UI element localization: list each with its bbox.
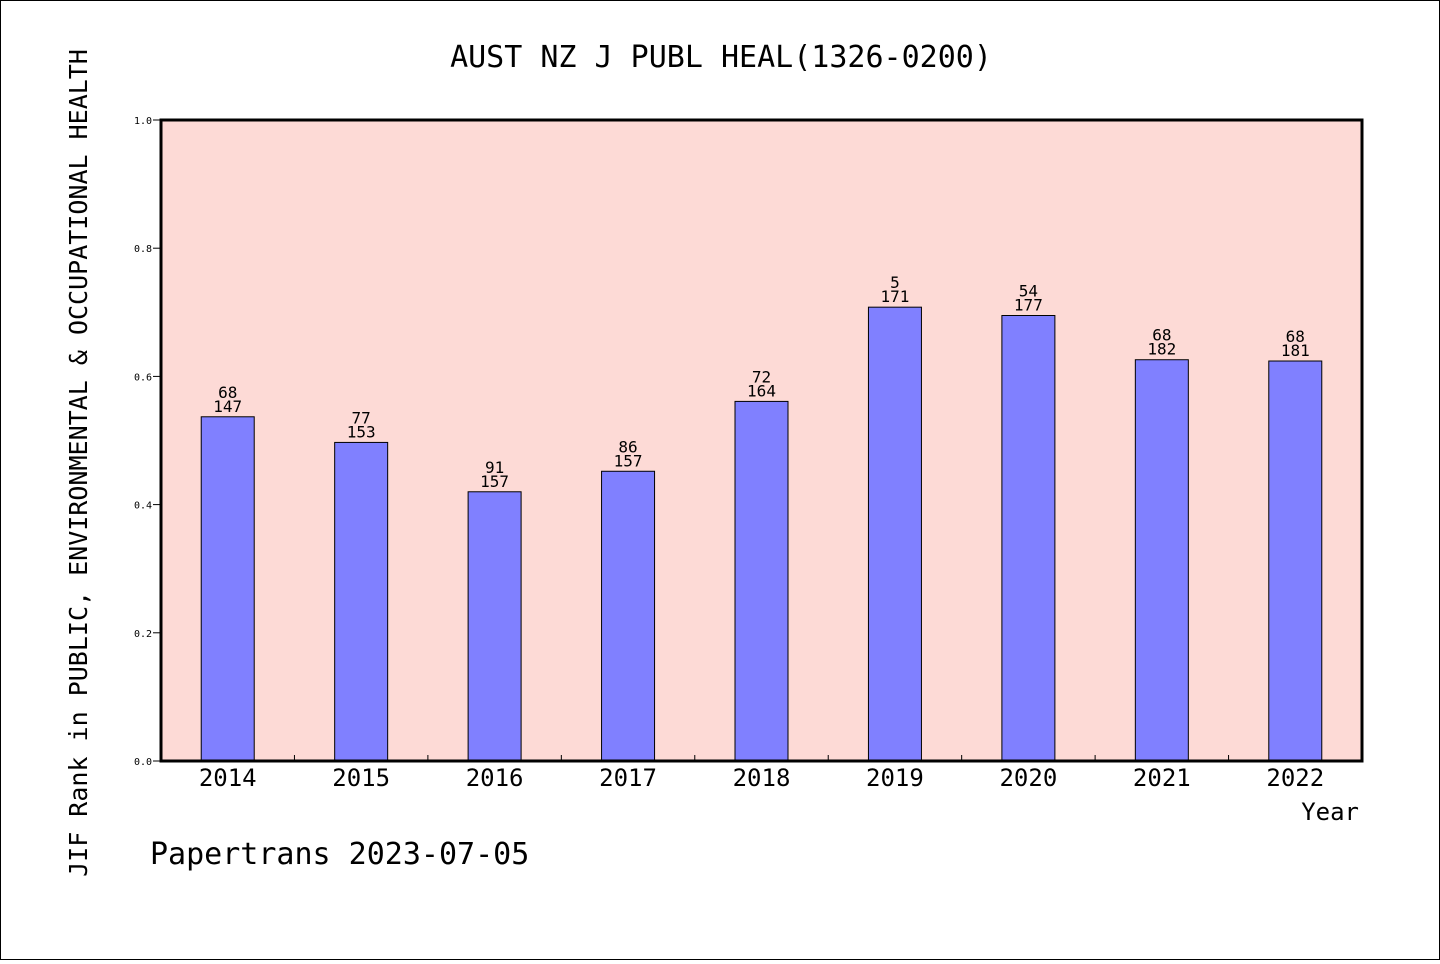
- x-tick-label-2019: 2019: [866, 764, 924, 792]
- bar-2020: [1001, 315, 1056, 762]
- bar-2018: [734, 400, 789, 762]
- x-tick-label-2020: 2020: [999, 764, 1057, 792]
- bar-2019: [867, 306, 922, 762]
- x-tick-label-2017: 2017: [599, 764, 657, 792]
- bar-total-label-2019: 171: [880, 287, 909, 306]
- bar-rank-label-2018: 72: [752, 367, 771, 386]
- bar-total-label-2018: 164: [747, 381, 776, 400]
- bar-rank-label-2019: 5: [890, 273, 900, 292]
- y-axis-title: JIF Rank in PUBLIC, ENVIRONMENTAL & OCCU…: [64, 49, 93, 877]
- y-tick-label-0.2: 0.2: [134, 629, 152, 640]
- bar-total-label-2021: 182: [1147, 340, 1176, 359]
- bar-total-label-2015: 153: [347, 422, 376, 441]
- footer-text: Papertrans 2023-07-05: [150, 837, 529, 872]
- bar-2016: [467, 491, 522, 762]
- bar-2022: [1268, 360, 1323, 762]
- y-tick-label-0.6: 0.6: [134, 372, 152, 383]
- x-tick-label-2021: 2021: [1133, 764, 1191, 792]
- bar-total-label-2017: 157: [614, 451, 643, 470]
- y-tick-label-0.4: 0.4: [134, 501, 152, 512]
- bar-2021: [1134, 359, 1189, 762]
- bar-rank-label-2014: 68: [218, 383, 237, 402]
- y-tick-label-0.0: 0.0: [134, 757, 152, 768]
- bar-2017: [601, 470, 656, 762]
- bar-2014: [200, 416, 255, 762]
- bar-rank-label-2021: 68: [1152, 326, 1171, 345]
- bar-total-label-2014: 147: [213, 397, 242, 416]
- x-tick-label-2022: 2022: [1266, 764, 1324, 792]
- x-tick-label-2018: 2018: [733, 764, 791, 792]
- y-tick-label-0.8: 0.8: [134, 244, 152, 255]
- bar-rank-label-2022: 68: [1286, 327, 1305, 346]
- chart-title: AUST NZ J PUBL HEAL(1326-0200): [450, 40, 992, 75]
- bar-total-label-2022: 181: [1281, 341, 1310, 360]
- bar-rank-label-2017: 86: [618, 437, 637, 456]
- plot-border: [159, 118, 1364, 763]
- bar-2015: [334, 441, 389, 762]
- bar-rank-label-2016: 91: [485, 458, 504, 477]
- x-tick-label-2016: 2016: [466, 764, 524, 792]
- ticks-group: 2014 2015 2016 2017 2018 2019 2020 2021 2022 0.0 0…: [134, 116, 1324, 792]
- bar-rank-label-2020: 54: [1019, 282, 1038, 301]
- x-tick-label-2014: 2014: [199, 764, 257, 792]
- bar-total-label-2020: 177: [1014, 296, 1043, 315]
- bar-total-label-2016: 157: [480, 472, 509, 491]
- bar-rank-label-2015: 77: [352, 408, 371, 427]
- y-tick-label-1.0: 1.0: [134, 116, 152, 127]
- x-axis-title: Year: [1301, 798, 1359, 826]
- x-tick-label-2015: 2015: [332, 764, 390, 792]
